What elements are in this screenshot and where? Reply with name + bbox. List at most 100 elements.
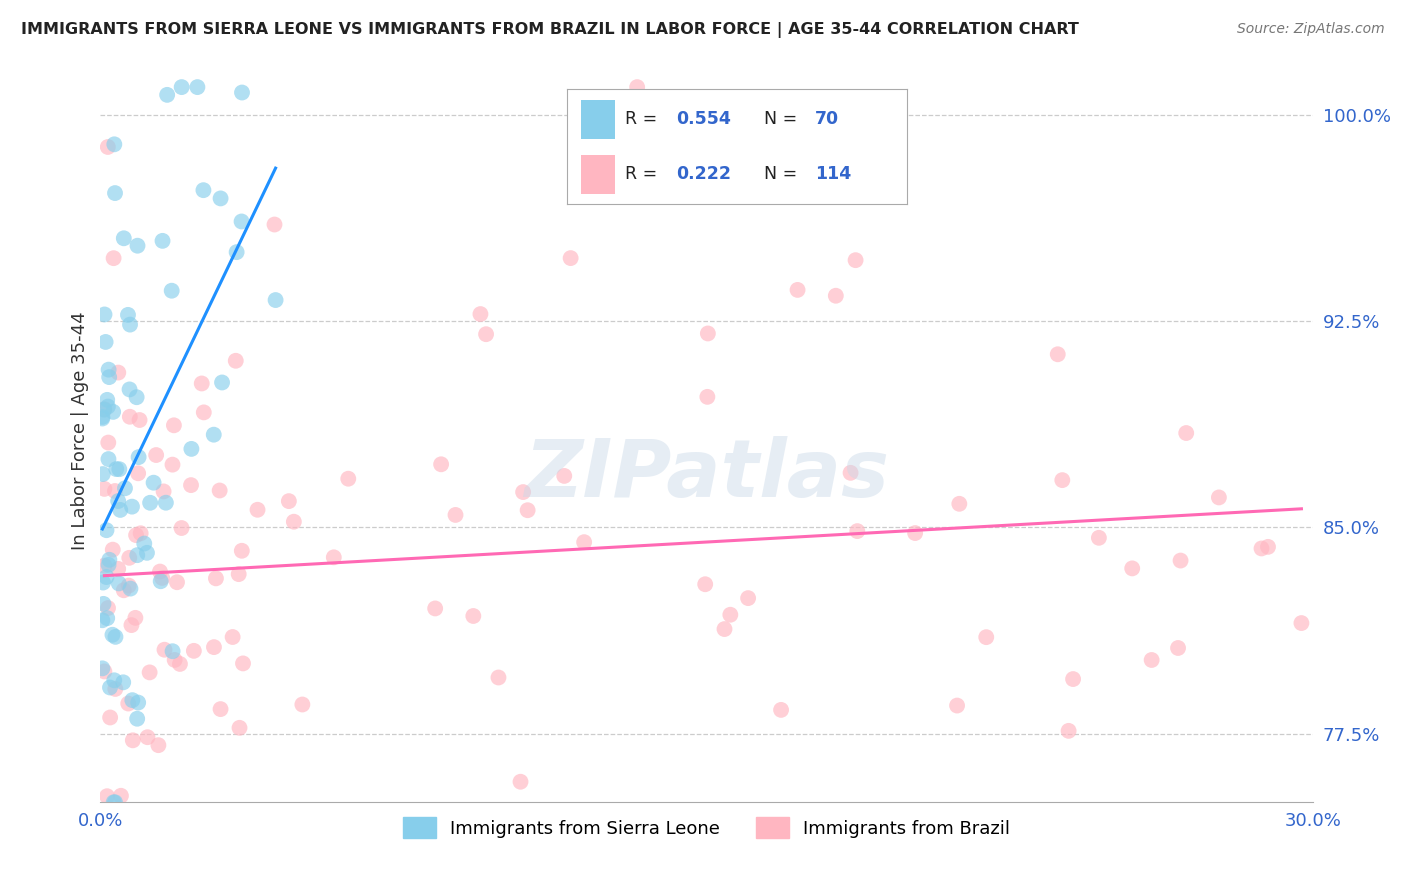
Point [153,642,176,657]
Point [174,878,197,892]
Point [291,698,314,712]
Point [91,467,114,481]
Point [845,253,868,268]
Point [1291,616,1313,631]
Point [118,409,141,424]
Point [193,183,215,197]
Point [444,508,467,522]
Point [118,383,141,397]
Point [322,550,344,565]
Point [156,87,179,102]
Point [96,392,118,407]
Point [946,698,969,713]
Point [101,405,124,419]
Point [509,774,531,789]
Point [839,466,862,480]
Point [277,494,299,508]
Point [231,543,253,558]
Point [104,681,127,696]
Text: ZIPatlas: ZIPatlas [524,436,890,515]
Point [225,245,247,260]
Point [117,308,139,322]
Point [211,376,233,390]
Point [1088,531,1111,545]
Point [202,640,225,654]
Point [186,80,208,95]
Point [430,458,453,472]
Point [138,665,160,680]
Point [488,671,510,685]
Point [136,546,159,560]
Point [163,418,186,433]
Point [1046,347,1069,361]
Point [103,251,125,265]
Point [96,789,118,804]
Text: Source: ZipAtlas.com: Source: ZipAtlas.com [1237,22,1385,37]
Point [846,524,869,538]
Point [948,497,970,511]
Point [124,611,146,625]
Point [696,326,718,341]
Point [96,523,118,537]
Point [470,307,492,321]
Point [112,675,135,690]
Point [142,475,165,490]
Point [1052,473,1074,487]
Point [737,591,759,606]
Point [718,607,741,622]
Point [118,318,141,332]
Point [170,80,193,95]
Point [145,448,167,462]
Point [103,795,125,809]
Point [107,576,129,591]
Point [193,405,215,419]
Point [103,137,125,152]
Point [824,289,846,303]
Point [163,653,186,667]
Point [169,657,191,671]
Point [110,503,132,517]
Point [208,483,231,498]
Point [713,622,735,636]
Point [695,577,717,591]
Point [170,521,193,535]
Point [127,238,149,252]
Point [91,613,114,627]
Point [117,697,139,711]
Point [98,553,121,567]
Point [425,601,447,615]
Point [696,390,718,404]
Point [201,805,224,819]
Point [228,721,250,735]
Point [974,630,997,644]
Point [572,535,595,549]
Y-axis label: In Labor Force | Age 35-44: In Labor Force | Age 35-44 [72,311,89,550]
Point [114,481,136,495]
Point [160,284,183,298]
Point [626,80,648,95]
Point [128,413,150,427]
Point [101,542,124,557]
Point [337,472,360,486]
Point [104,483,127,498]
Point [121,500,143,514]
Point [97,558,120,572]
Point [98,710,121,724]
Point [121,693,143,707]
Text: IMMIGRANTS FROM SIERRA LEONE VS IMMIGRANTS FROM BRAZIL IN LABOR FORCE | AGE 35-4: IMMIGRANTS FROM SIERRA LEONE VS IMMIGRAN… [21,22,1078,38]
Point [120,582,142,596]
Point [97,435,120,450]
Point [107,494,129,508]
Point [463,609,485,624]
Point [150,571,173,585]
Point [125,390,148,404]
Point [118,550,141,565]
Point [149,565,172,579]
Point [553,469,575,483]
Point [516,503,538,517]
Point [231,86,253,100]
Point [104,186,127,200]
Point [97,362,120,376]
Point [97,601,120,615]
Point [1257,540,1279,554]
